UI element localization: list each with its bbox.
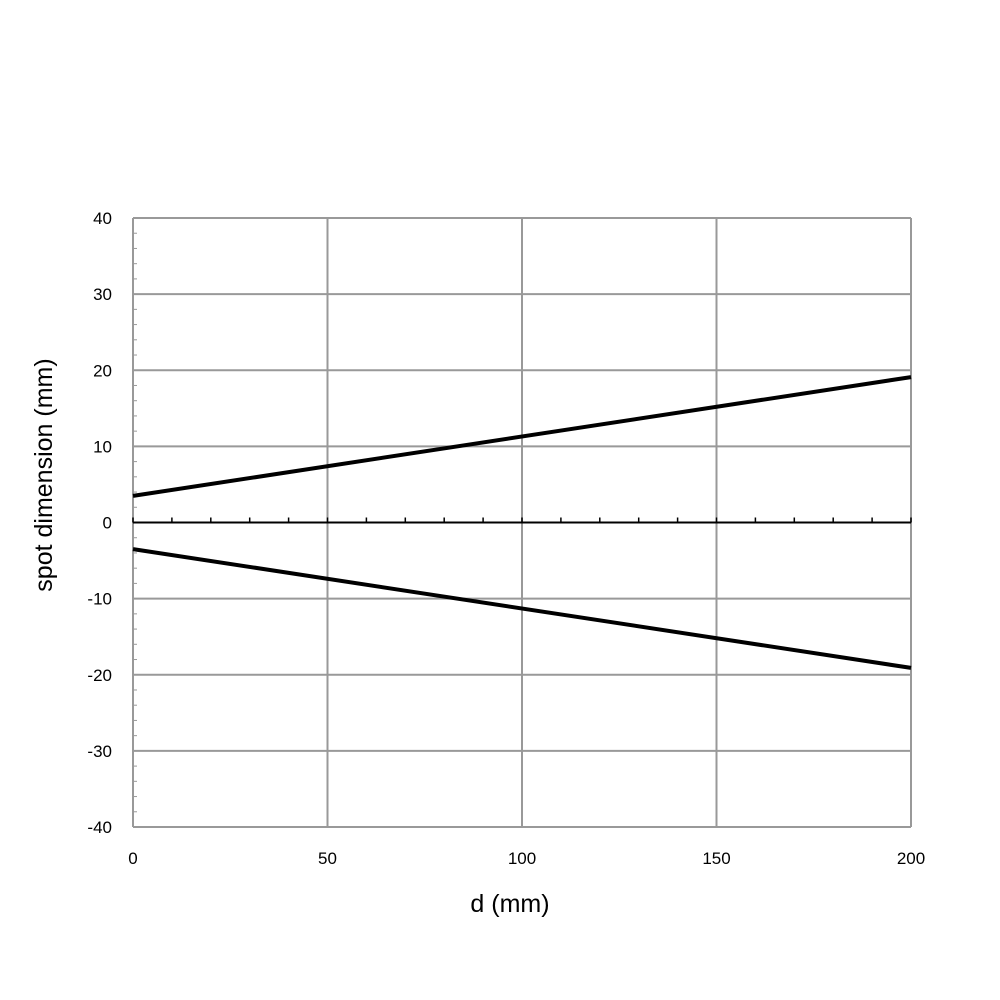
y-tick-label: -30 xyxy=(87,742,112,761)
y-tick-label: 0 xyxy=(103,514,112,533)
x-tick-labels: 0 50 100 150 200 xyxy=(128,849,925,868)
y-tick-label: 20 xyxy=(93,361,112,380)
x-tick-label: 100 xyxy=(508,849,536,868)
y-tick-label: -10 xyxy=(87,590,112,609)
y-tick-label: -40 xyxy=(87,818,112,837)
y-tick-label: 40 xyxy=(93,209,112,228)
x-tick-label: 200 xyxy=(897,849,925,868)
x-tick-label: 50 xyxy=(318,849,337,868)
x-tick-label: 150 xyxy=(702,849,730,868)
series-line-2 xyxy=(132,547,912,670)
y-axis-title: spot dimension (mm) xyxy=(30,358,58,591)
y-tick-label: 10 xyxy=(93,437,112,456)
x-tick-label: 0 xyxy=(128,849,137,868)
x-axis-title: d (mm) xyxy=(470,890,549,918)
y-tick-labels: 40 30 20 10 0 -10 -20 -30 -40 xyxy=(87,209,112,837)
series-lines xyxy=(132,375,912,670)
y-tick-label: -20 xyxy=(87,666,112,685)
minor-ticks xyxy=(132,217,912,828)
y-tick-label: 30 xyxy=(93,285,112,304)
series-line-1 xyxy=(132,375,912,498)
